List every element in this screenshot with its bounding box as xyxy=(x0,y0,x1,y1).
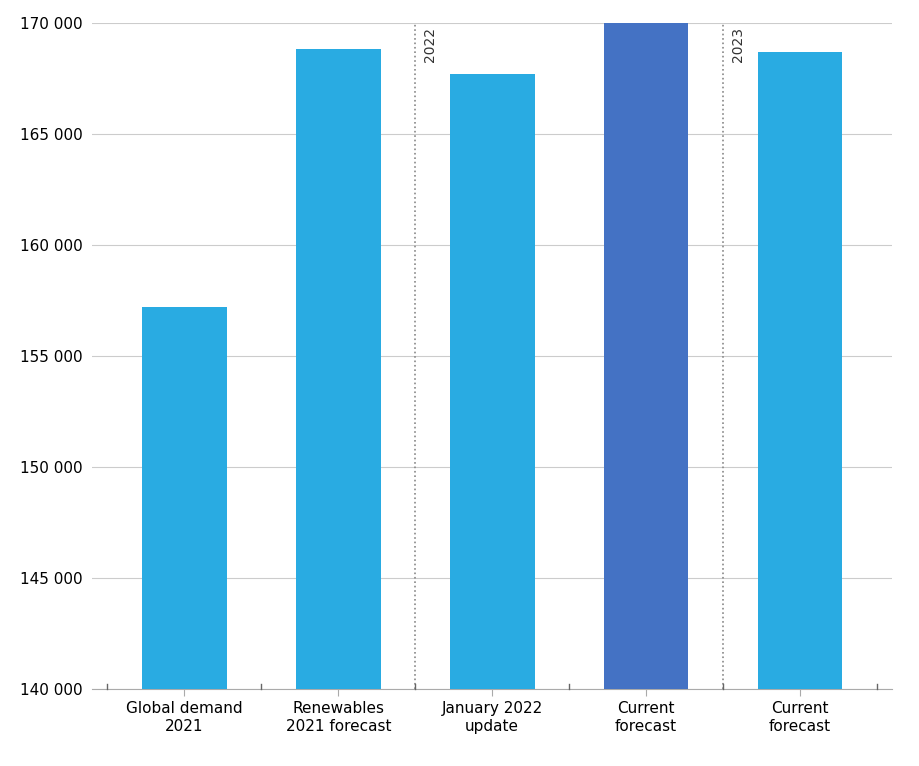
Text: 2022: 2022 xyxy=(423,28,437,62)
Bar xyxy=(142,307,226,689)
Bar xyxy=(757,52,842,689)
Text: 2023: 2023 xyxy=(730,28,744,62)
Bar xyxy=(449,74,534,689)
Bar xyxy=(296,48,380,689)
Bar xyxy=(603,0,687,689)
